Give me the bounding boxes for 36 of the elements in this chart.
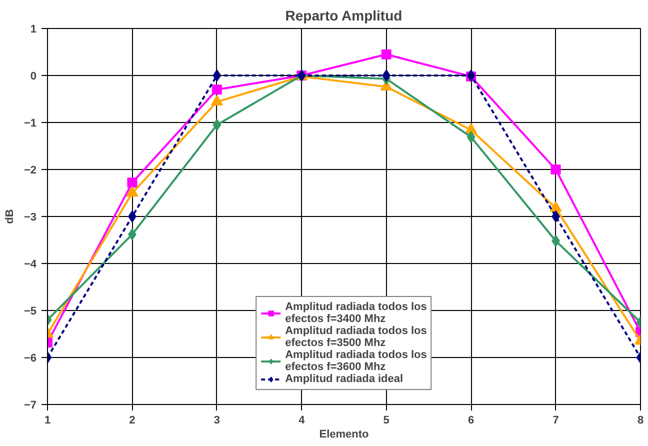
point — [550, 201, 562, 212]
x-axis-title: Elemento — [319, 428, 370, 440]
x-tick-label: 1 — [44, 414, 51, 426]
point — [212, 118, 222, 131]
y-tick-label: −3 — [24, 212, 37, 224]
point — [128, 210, 136, 222]
x-tick-label: 8 — [637, 414, 644, 426]
x-tick-label: 7 — [552, 414, 559, 426]
x-tick-label: 6 — [468, 414, 474, 426]
legend-label: Amplitud radiada todos los efectos f=3400 Mhz — [285, 301, 427, 325]
x-tick-label: 4 — [298, 414, 306, 426]
point — [126, 186, 138, 197]
legend-label: Amplitud radiada todos los efectos f=3600 Mhz — [285, 349, 427, 373]
point — [382, 70, 391, 82]
y-tick-label: −1 — [24, 118, 37, 130]
y-tick-label: −7 — [24, 400, 37, 412]
y-tick-label: −4 — [24, 258, 38, 270]
x-tick-label: 3 — [214, 414, 220, 426]
legend-label: Amplitud radiada ideal — [285, 373, 404, 385]
point — [466, 131, 476, 144]
y-tick-label: 1 — [30, 24, 37, 36]
y-tick-label: −2 — [24, 164, 37, 176]
point — [550, 164, 561, 174]
point — [212, 84, 222, 95]
x-tick-label: 2 — [129, 414, 136, 426]
y-tick-label: −6 — [24, 352, 37, 364]
point — [552, 210, 560, 222]
chart-title: Reparto Amplitud — [285, 8, 402, 24]
y-axis-title: dB — [4, 209, 16, 224]
x-tick-label: 5 — [383, 414, 390, 426]
point — [381, 49, 392, 60]
y-tick-label: −5 — [24, 306, 37, 318]
y-tick-label: 0 — [30, 70, 37, 82]
point — [127, 178, 138, 188]
point — [212, 70, 222, 82]
legend-label: Amplitud radiada todos los efectos f=3500 Mhz — [285, 325, 427, 349]
